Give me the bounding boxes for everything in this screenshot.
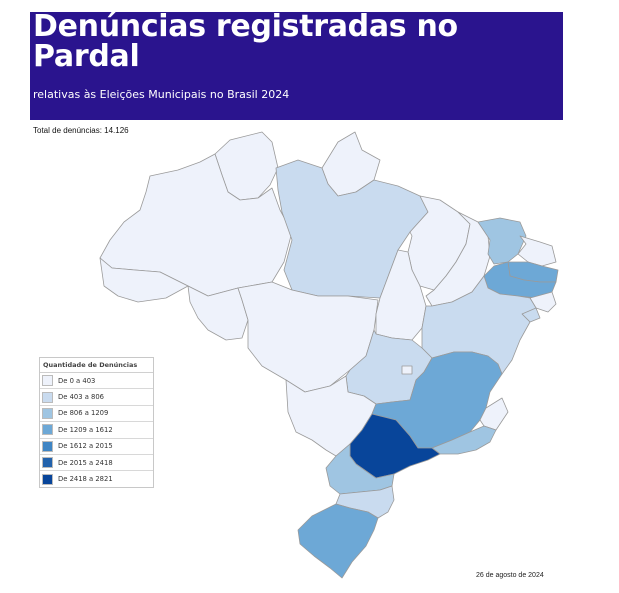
state-rio-grande-do-norte[interactable]	[517, 235, 557, 267]
legend-swatch	[42, 407, 53, 419]
legend-item: De 806 a 1209	[40, 406, 153, 423]
legend-item: De 2015 a 2418	[40, 455, 153, 472]
legend-item: De 2418 a 2821	[40, 471, 153, 486]
legend-label: De 1209 a 1612	[58, 425, 113, 434]
state-para[interactable]	[275, 159, 429, 299]
legend-label: De 2015 a 2418	[58, 458, 113, 467]
date-label: 26 de agosto de 2024	[476, 572, 544, 579]
total-denuncias: Total de denúncias: 14.126	[33, 126, 129, 135]
state-rio-de-janeiro[interactable]	[431, 425, 497, 455]
legend-label: De 403 a 806	[58, 393, 105, 402]
state-distrito-federal[interactable]	[401, 365, 413, 375]
legend-title: Quantidade de Denúncias	[40, 358, 153, 373]
state-acre[interactable]	[99, 257, 189, 303]
header-banner: Denúncias registradas no Pardal relativa…	[30, 12, 563, 120]
legend-item: De 0 a 403	[40, 373, 153, 390]
state-ceara[interactable]	[477, 217, 527, 265]
legend-swatch	[42, 457, 53, 469]
legend-swatch	[42, 473, 53, 485]
state-rio-grande-do-sul[interactable]	[297, 503, 379, 579]
legend-label: De 2418 a 2821	[58, 475, 113, 484]
legend-label: De 0 a 403	[58, 376, 96, 385]
legend-label: De 1612 a 2015	[58, 442, 113, 451]
legend-swatch	[42, 424, 53, 436]
map-legend: Quantidade de Denúncias De 0 a 403 De 40…	[39, 357, 154, 488]
legend-swatch	[42, 375, 53, 387]
legend-item: De 1612 a 2015	[40, 439, 153, 455]
legend-item: De 1209 a 1612	[40, 422, 153, 439]
state-rondonia[interactable]	[187, 285, 249, 341]
legend-swatch	[42, 440, 53, 452]
legend-label: De 806 a 1209	[58, 409, 109, 418]
legend-item: De 403 a 806	[40, 389, 153, 406]
legend-swatch	[42, 391, 53, 403]
page-subtitle: relativas às Eleições Municipais no Bras…	[33, 88, 290, 101]
page-title: Denúncias registradas no Pardal	[33, 9, 458, 74]
